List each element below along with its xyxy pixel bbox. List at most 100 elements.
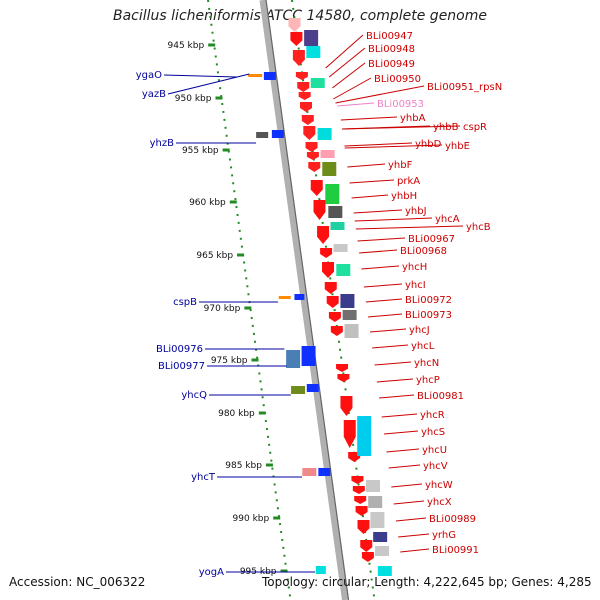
forward-gene-block bbox=[256, 132, 269, 138]
gene-label-right: BLi00989 bbox=[429, 514, 476, 525]
tick-label: 970 kbp bbox=[204, 304, 241, 314]
gene-label-right: yrhG bbox=[432, 530, 456, 541]
gene-block bbox=[366, 480, 380, 492]
reverse-gene-arrow bbox=[303, 126, 316, 140]
gene-label-right: yhcU bbox=[422, 445, 447, 456]
gene-label-right: BLi00981 bbox=[417, 391, 464, 402]
forward-gene-block bbox=[291, 386, 306, 394]
reverse-gene-arrow bbox=[295, 72, 308, 80]
label-leader bbox=[379, 394, 415, 399]
tick-label: 960 kbp bbox=[189, 198, 226, 208]
tick-mark bbox=[258, 411, 266, 415]
tick-label: 975 kbp bbox=[211, 356, 248, 366]
reverse-gene-arrow bbox=[288, 18, 301, 32]
reverse-gene-arrow bbox=[324, 282, 337, 294]
gene-label-right: yhcJ bbox=[409, 325, 430, 336]
genome-summary-text: Topology: circular; Length: 4,222,645 bp… bbox=[262, 575, 592, 589]
gene-block bbox=[342, 310, 357, 320]
label-leader bbox=[355, 225, 464, 230]
reverse-gene-arrow bbox=[348, 452, 361, 462]
reverse-gene-arrow bbox=[343, 420, 356, 448]
label-leader bbox=[347, 163, 386, 168]
gene-label-right: BLi00972 bbox=[405, 295, 452, 306]
label-leader bbox=[335, 85, 425, 104]
gene-label-right: BLi00973 bbox=[405, 310, 452, 321]
guide-dots bbox=[207, 0, 292, 600]
label-leader bbox=[353, 209, 403, 214]
gene-label-left: yogA bbox=[199, 567, 224, 578]
forward-gene-block bbox=[286, 350, 301, 368]
gene-label-right: yhbF bbox=[388, 160, 413, 171]
tick-mark bbox=[208, 43, 216, 47]
tick-mark bbox=[280, 569, 288, 573]
label-leader bbox=[395, 517, 427, 522]
gene-label-right: BLi00950 bbox=[374, 74, 421, 85]
gene-label-right: yhbD bbox=[415, 139, 442, 150]
tick-label: 990 kbp bbox=[233, 514, 270, 524]
forward-gene-block bbox=[301, 346, 316, 366]
label-leader bbox=[351, 194, 389, 199]
gene-block bbox=[322, 162, 337, 176]
gene-block bbox=[320, 150, 335, 158]
reverse-gene-arrow bbox=[300, 102, 313, 112]
reverse-gene-arrow bbox=[357, 520, 370, 534]
label-leader bbox=[365, 298, 403, 303]
gene-block bbox=[373, 532, 388, 542]
reverse-gene-arrow bbox=[352, 486, 365, 494]
gene-block bbox=[330, 222, 345, 230]
gene-label-right: yhcI bbox=[405, 280, 426, 291]
gene-label-right: yhcL bbox=[411, 341, 435, 352]
reverse-gene-arrow bbox=[290, 32, 303, 46]
gene-label-right: BLi00948 bbox=[368, 44, 415, 55]
forward-gene-block bbox=[278, 296, 291, 299]
label-leader bbox=[337, 102, 375, 107]
label-leader bbox=[354, 217, 433, 222]
reverse-gene-arrow bbox=[360, 540, 373, 552]
gene-label-right: yhbA bbox=[400, 113, 426, 124]
reverse-gene-arrow bbox=[301, 115, 314, 125]
gene-label-right: yhcX bbox=[427, 497, 452, 508]
label-leader bbox=[359, 249, 398, 254]
tick-mark bbox=[273, 516, 281, 520]
forward-gene-block bbox=[248, 74, 263, 77]
reverse-gene-arrow bbox=[313, 200, 326, 220]
gene-label-right: BLi00967 bbox=[408, 234, 455, 245]
gene-label-right: yhcS bbox=[421, 427, 445, 438]
label-leader bbox=[349, 179, 395, 184]
label-leader bbox=[332, 62, 366, 89]
label-leader bbox=[400, 548, 430, 553]
label-leader bbox=[167, 73, 250, 95]
backbone-edge bbox=[265, 0, 350, 600]
gene-block bbox=[328, 206, 343, 218]
tick-label: 950 kbp bbox=[175, 94, 212, 104]
label-leader bbox=[363, 283, 403, 288]
forward-gene-block bbox=[315, 566, 326, 574]
label-leader bbox=[344, 144, 443, 149]
label-leader bbox=[367, 313, 403, 318]
gene-label-right: yhcP bbox=[416, 375, 440, 386]
reverse-gene-arrow bbox=[317, 226, 330, 244]
tick-label: 985 kbp bbox=[225, 461, 262, 471]
reverse-gene-arrow bbox=[305, 142, 318, 152]
reverse-gene-arrow bbox=[308, 162, 321, 172]
reverse-gene-arrow bbox=[306, 152, 319, 160]
gene-label-right: yhbH bbox=[391, 191, 417, 202]
gene-label-left: cspB bbox=[173, 297, 197, 308]
reverse-gene-arrow bbox=[298, 92, 311, 100]
label-leader bbox=[391, 483, 423, 488]
gene-block bbox=[370, 512, 385, 528]
gene-label-left: yhzB bbox=[150, 138, 175, 149]
gene-label-right: yhcH bbox=[402, 262, 427, 273]
gene-label-right: prkA bbox=[397, 176, 420, 187]
gene-block bbox=[368, 496, 383, 508]
gene-label-right: yhcR bbox=[420, 410, 445, 421]
label-leader bbox=[325, 34, 364, 69]
tick-mark bbox=[251, 358, 259, 362]
forward-gene-block bbox=[318, 468, 331, 476]
tick-label: 945 kbp bbox=[168, 41, 205, 51]
label-leader bbox=[381, 413, 418, 418]
label-leader bbox=[372, 344, 409, 349]
accession-text: Accession: NC_006322 bbox=[9, 575, 146, 589]
